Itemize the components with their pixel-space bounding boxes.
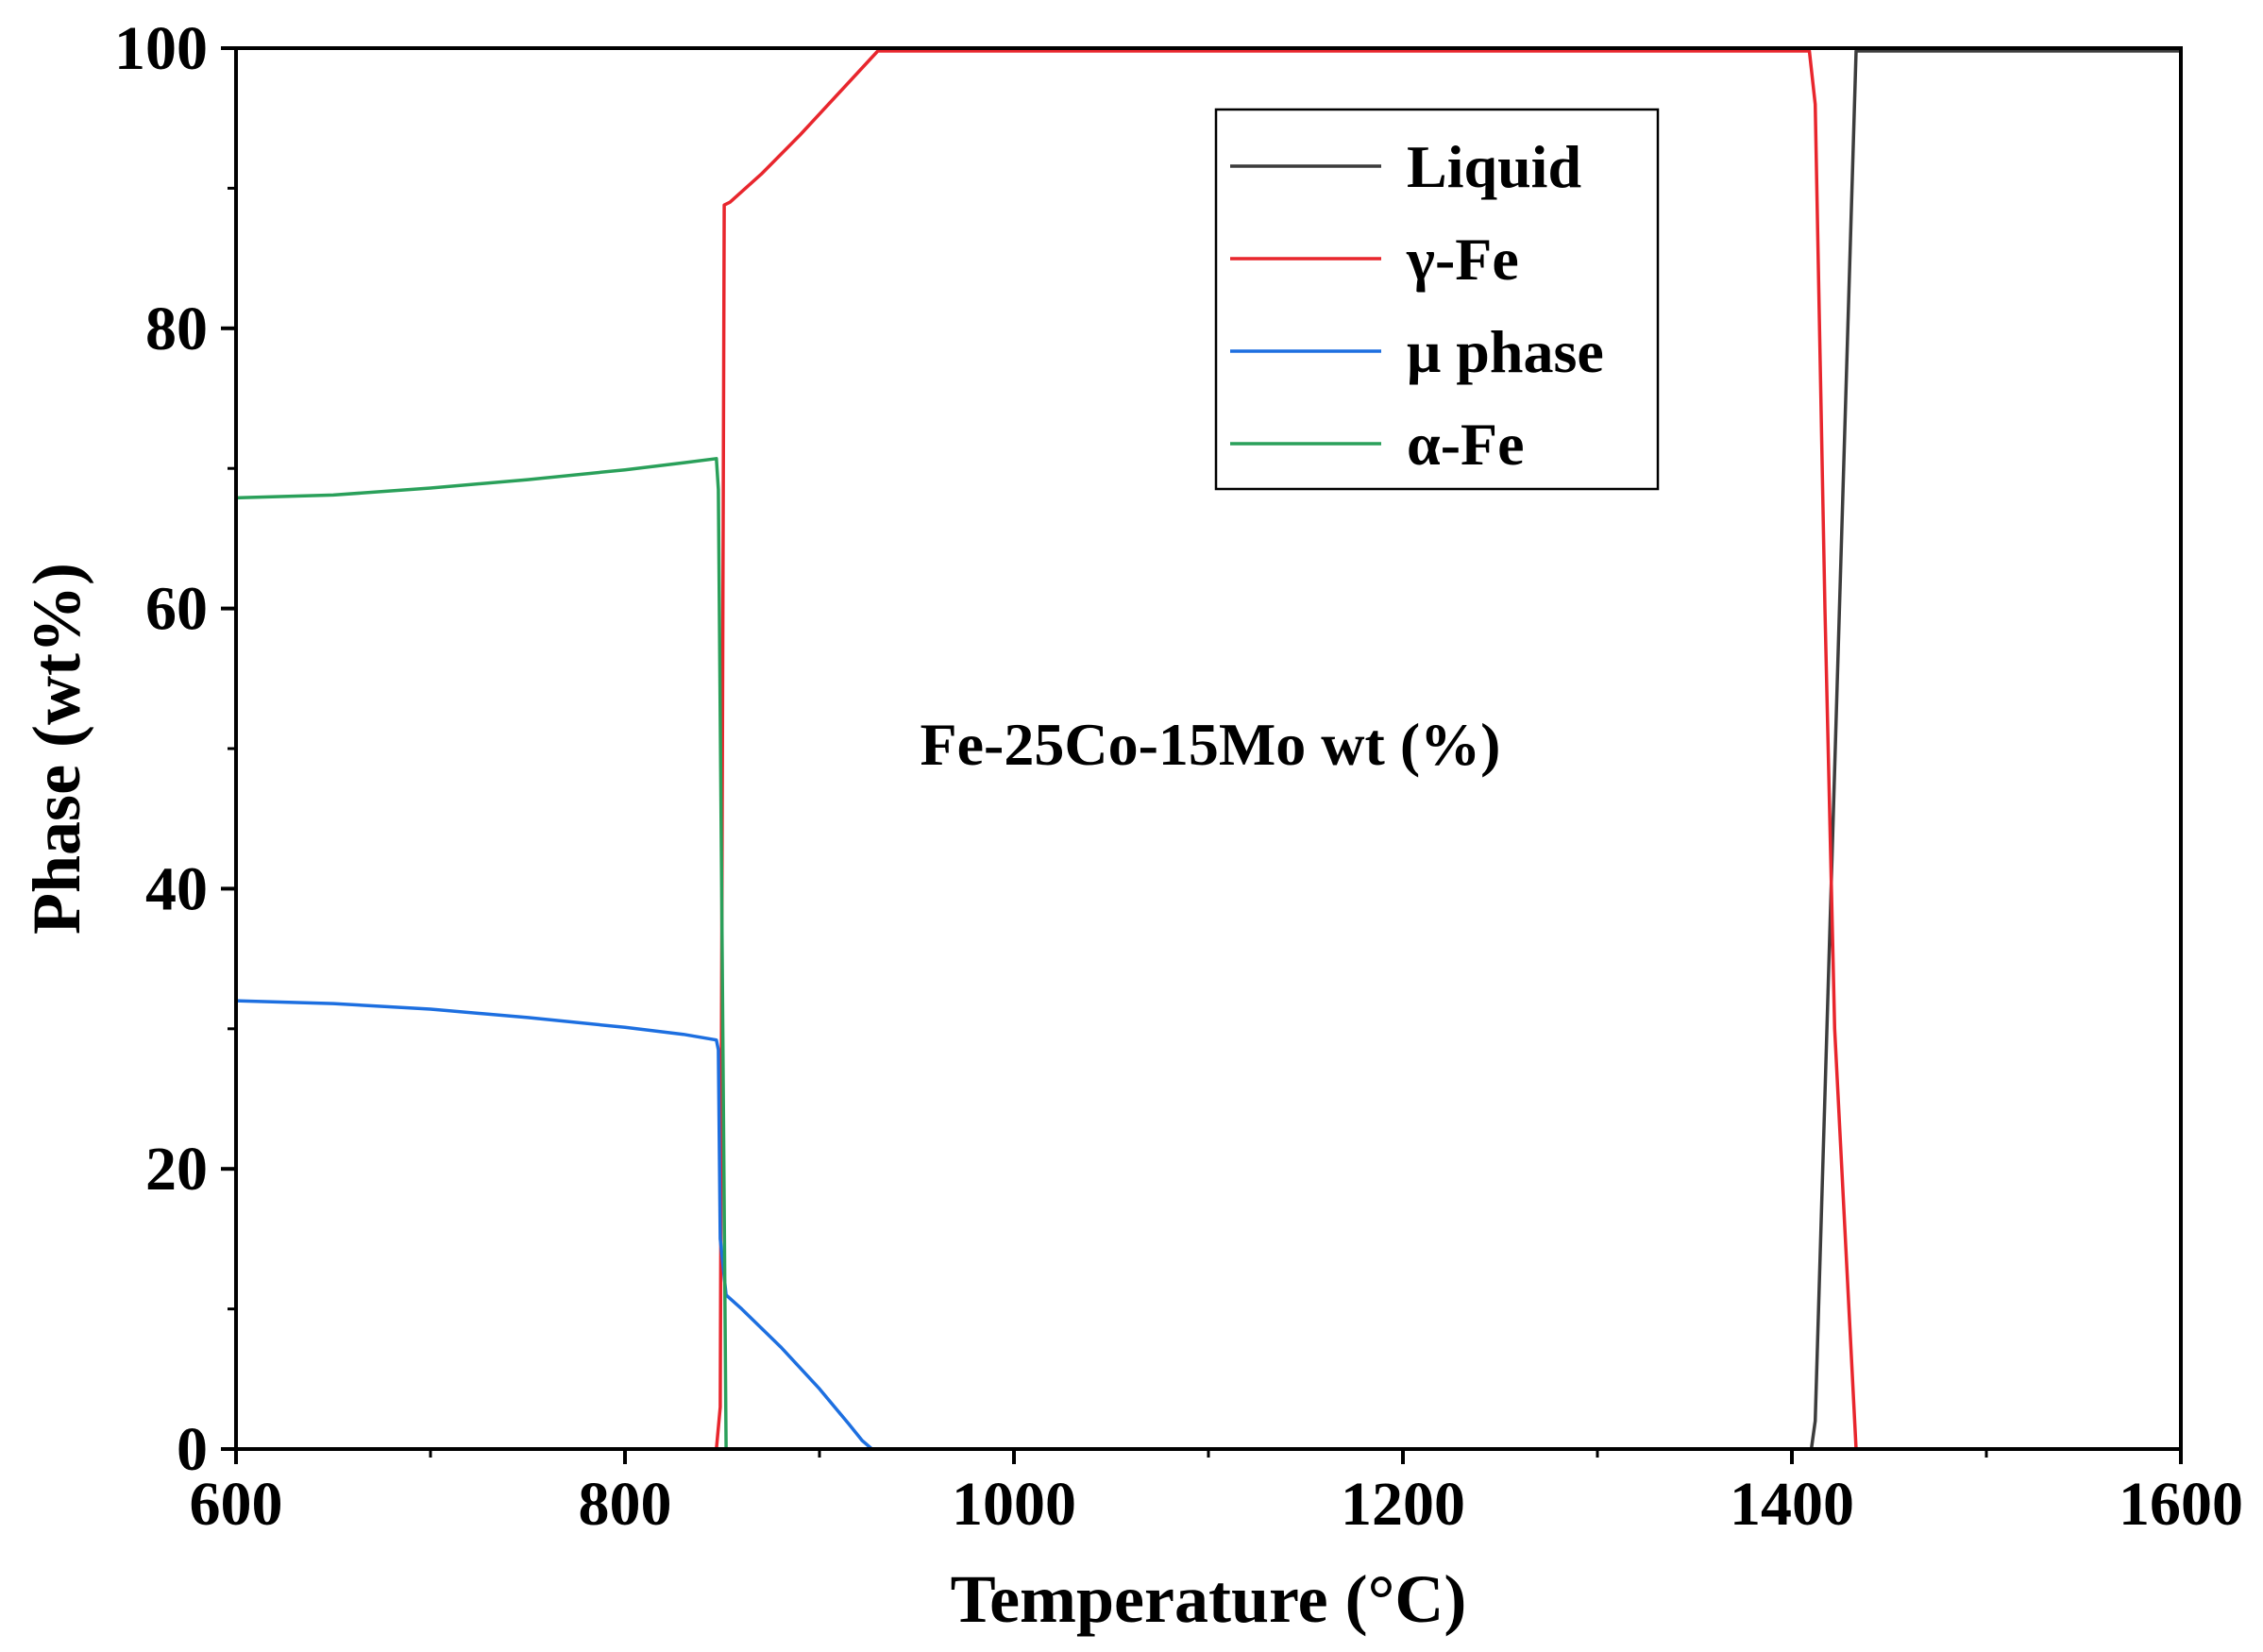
legend-item: μ phase bbox=[1230, 318, 1604, 385]
legend-item: γ-Fe bbox=[1230, 226, 1519, 293]
legend-item: α-Fe bbox=[1230, 411, 1525, 478]
series-line-alpha-fe bbox=[235, 457, 728, 1450]
legend: Liquid γ-Fe μ phase α-Fe bbox=[1214, 108, 1660, 491]
y-tick-label: 0 bbox=[177, 1415, 208, 1484]
x-tick-label: 800 bbox=[579, 1470, 672, 1539]
legend-label: α-Fe bbox=[1407, 411, 1525, 478]
y-tick-label: 80 bbox=[145, 295, 208, 363]
legend-box bbox=[1214, 108, 1660, 491]
series-line-mu-phase bbox=[235, 999, 873, 1451]
x-axis-title: Temperature (°C) bbox=[951, 1561, 1467, 1637]
legend-items: Liquid γ-Fe μ phase α-Fe bbox=[1230, 133, 1604, 478]
series-line-liquid bbox=[1809, 49, 2181, 1450]
x-tick-label: 1200 bbox=[1341, 1470, 1465, 1539]
x-tick-label: 1000 bbox=[952, 1470, 1076, 1539]
y-tick-label: 100 bbox=[114, 14, 208, 83]
legend-label: Liquid bbox=[1407, 133, 1581, 200]
legend-label: γ-Fe bbox=[1406, 226, 1519, 293]
legend-item: Liquid bbox=[1230, 133, 1581, 200]
y-tick-label: 40 bbox=[145, 854, 208, 923]
tick-label-layer: 600 800 1000 1200 1400 1600 0 20 40 60 80 100 bbox=[114, 14, 2243, 1539]
y-axis-title: Phase (wt%) bbox=[19, 563, 94, 935]
legend-label: μ phase bbox=[1407, 318, 1604, 385]
tick-layer bbox=[221, 46, 2183, 1464]
x-tick-label: 600 bbox=[190, 1470, 283, 1539]
composition-annotation: Fe-25Co-15Mo wt (%) bbox=[920, 711, 1501, 778]
series-layer bbox=[235, 49, 2181, 1451]
series-line-gamma-fe bbox=[715, 49, 1858, 1450]
y-tick-label: 20 bbox=[145, 1135, 208, 1204]
x-tick-label: 1400 bbox=[1730, 1470, 1854, 1539]
y-tick-label: 60 bbox=[145, 575, 208, 644]
x-tick-label: 1600 bbox=[2119, 1470, 2243, 1539]
